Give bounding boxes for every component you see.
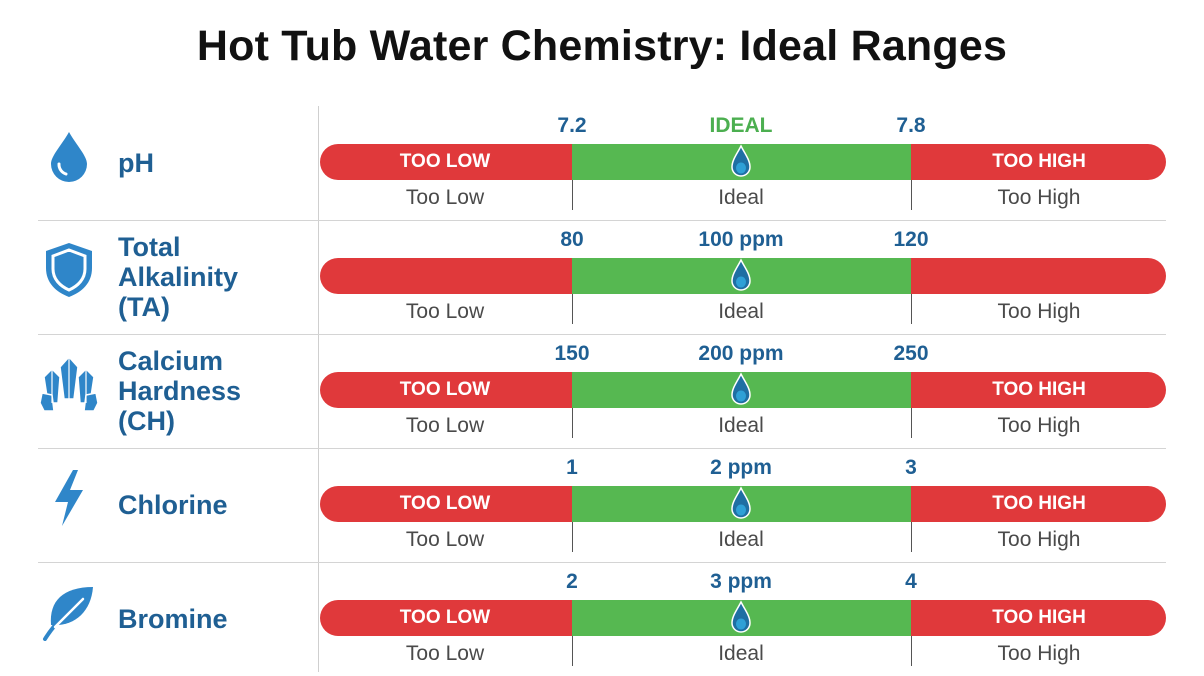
low-threshold-tick — [572, 294, 573, 324]
too-low-segment — [320, 258, 572, 294]
too-high-bar-label: TOO HIGH — [992, 151, 1086, 172]
lightning-icon — [36, 465, 102, 531]
target-value-label: 100 ppm — [698, 228, 784, 251]
zone-label-too-low: Too Low — [405, 642, 485, 665]
too-high-bar-label: TOO HIGH — [992, 607, 1086, 628]
crystal-icon — [36, 351, 102, 417]
zone-label-ideal: Ideal — [718, 528, 764, 551]
parameter-name-line: (TA) — [118, 292, 170, 322]
target-marker-icon — [731, 144, 751, 177]
target-value-label: 3 ppm — [710, 570, 772, 593]
high-threshold-tick — [911, 636, 912, 666]
high-threshold-label: 250 — [893, 342, 929, 365]
too-high-bar-label: TOO HIGH — [992, 379, 1086, 400]
high-threshold-label: 120 — [893, 228, 929, 251]
parameter-name-line: Chlorine — [118, 490, 228, 520]
low-threshold-tick — [572, 180, 573, 210]
too-low-bar-label: TOO LOW — [399, 379, 491, 400]
high-threshold-label: 3 — [905, 456, 917, 479]
low-threshold-label: 7.2 — [557, 114, 587, 137]
too-low-segment — [320, 600, 572, 636]
zone-label-too-low: Too Low — [405, 414, 485, 437]
target-value-label: 2 ppm — [710, 456, 772, 479]
row-divider — [38, 220, 1166, 221]
too-low-segment — [320, 372, 572, 408]
too-low-bar-label: TOO LOW — [399, 493, 491, 514]
too-high-segment — [911, 600, 1166, 636]
shield-icon — [36, 237, 102, 303]
high-threshold-label: 4 — [905, 570, 917, 593]
row-divider — [38, 562, 1166, 563]
target-marker-icon — [731, 486, 751, 519]
range-bar: TOO LOW TOO HIGH — [320, 486, 1166, 522]
row-divider — [38, 334, 1166, 335]
too-low-segment — [320, 486, 572, 522]
zone-label-too-low: Too Low — [405, 528, 485, 551]
parameter-name: Calcium Hardness (CH) — [118, 346, 241, 436]
low-threshold-tick — [572, 408, 573, 438]
ideal-header-label: IDEAL — [709, 114, 773, 137]
parameter-name: Bromine — [118, 604, 228, 634]
too-high-bar-label: TOO HIGH — [992, 493, 1086, 514]
parameter-name-line: (CH) — [118, 406, 175, 436]
row-divider — [38, 448, 1166, 449]
water-drop-icon — [36, 123, 102, 189]
target-marker-icon — [731, 258, 751, 291]
low-threshold-label: 1 — [566, 456, 578, 479]
zone-label-too-high: Too High — [997, 186, 1081, 209]
parameter-name-line: Alkalinity — [118, 262, 239, 292]
parameter-row: Calcium Hardness (CH) 150 200 ppm 250 TOO LOW T… — [0, 334, 1204, 448]
high-threshold-tick — [911, 294, 912, 324]
parameter-name-line: Hardness — [118, 376, 242, 406]
target-value-label: 200 ppm — [698, 342, 784, 365]
low-threshold-label: 80 — [560, 228, 584, 251]
too-high-segment — [911, 372, 1166, 408]
low-threshold-label: 150 — [554, 342, 590, 365]
zone-label-too-low: Too Low — [405, 186, 485, 209]
too-high-segment — [911, 486, 1166, 522]
target-marker-icon — [731, 372, 751, 405]
zone-label-too-high: Too High — [997, 528, 1081, 551]
low-threshold-tick — [572, 522, 573, 552]
zone-label-too-high: Too High — [997, 300, 1081, 323]
parameter-name: Total Alkalinity (TA) — [118, 232, 238, 322]
target-marker-icon — [731, 600, 751, 633]
parameter-row: Chlorine 1 2 ppm 3 TOO LOW TOO HIGH Too Low Ide… — [0, 448, 1204, 562]
too-high-segment — [911, 144, 1166, 180]
zone-label-ideal: Ideal — [718, 414, 764, 437]
high-threshold-tick — [911, 180, 912, 210]
zone-label-too-high: Too High — [997, 414, 1081, 437]
zone-label-ideal: Ideal — [718, 186, 764, 209]
parameter-row: pH 7.2 IDEAL 7.8 TOO LOW TOO HIGH Too Low Ideal… — [0, 106, 1204, 220]
parameter-name: pH — [118, 148, 154, 178]
too-low-bar-label — [335, 258, 555, 294]
high-threshold-label: 7.8 — [896, 114, 926, 137]
high-threshold-tick — [911, 408, 912, 438]
parameter-name-line: Bromine — [118, 604, 228, 634]
parameter-name-line: Calcium — [118, 346, 224, 376]
low-threshold-tick — [572, 636, 573, 666]
zone-label-ideal: Ideal — [718, 642, 764, 665]
too-low-segment — [320, 144, 572, 180]
too-high-segment — [911, 258, 1166, 294]
parameter-row: Total Alkalinity (TA) 80 100 ppm 120 Too Low Id… — [0, 220, 1204, 334]
parameter-row: Bromine 2 3 ppm 4 TOO LOW TOO HIGH Too Low Idea… — [0, 562, 1204, 676]
leaf-icon — [36, 579, 102, 645]
zone-label-too-low: Too Low — [405, 300, 485, 323]
high-threshold-tick — [911, 522, 912, 552]
parameter-name-line: pH — [118, 148, 154, 178]
range-bar: TOO LOW TOO HIGH — [320, 144, 1166, 180]
parameter-name-line: Total — [118, 232, 181, 262]
zone-label-ideal: Ideal — [718, 300, 764, 323]
parameter-name: Chlorine — [118, 490, 228, 520]
column-divider — [318, 106, 319, 672]
too-low-bar-label: TOO LOW — [399, 607, 491, 628]
zone-label-too-high: Too High — [997, 642, 1081, 665]
chart-title: Hot Tub Water Chemistry: Ideal Ranges — [196, 22, 1008, 70]
low-threshold-label: 2 — [566, 570, 578, 593]
too-low-bar-label: TOO LOW — [399, 151, 491, 172]
too-high-bar-label — [929, 258, 1149, 294]
